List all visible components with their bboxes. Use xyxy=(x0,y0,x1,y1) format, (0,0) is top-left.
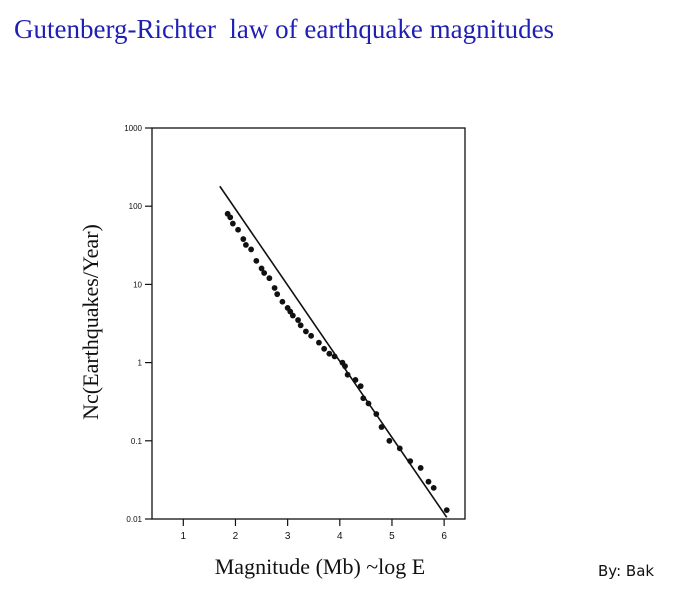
data-point xyxy=(274,291,281,298)
x-tick-label: 4 xyxy=(337,531,343,542)
data-point xyxy=(331,353,338,360)
data-point xyxy=(316,339,322,346)
y-tick-label: 100 xyxy=(129,202,143,211)
data-point xyxy=(425,478,432,485)
plot-border xyxy=(151,127,466,520)
y-axis-label: Nc(Earthquakes/Year) xyxy=(78,224,103,420)
x-tick-label: 2 xyxy=(233,531,239,542)
y-tick-label: 0.1 xyxy=(131,437,143,446)
data-point xyxy=(386,437,393,444)
y-axis-ticks: 0.01 0.1 1 10 100 1000 xyxy=(124,124,152,524)
data-points xyxy=(224,210,450,513)
x-axis-ticks: 1 2 3 4 5 6 xyxy=(181,519,447,542)
data-point xyxy=(279,298,286,305)
data-point xyxy=(229,220,236,227)
data-point xyxy=(289,312,296,319)
data-point xyxy=(396,445,403,452)
data-point xyxy=(365,400,372,407)
data-point xyxy=(430,484,437,491)
y-tick-label: 1 xyxy=(138,359,143,368)
data-point xyxy=(344,371,351,378)
credit-text: By: Bak xyxy=(598,562,655,580)
x-tick-label: 5 xyxy=(389,531,395,542)
data-point xyxy=(227,214,234,221)
data-point xyxy=(443,507,450,513)
x-tick-label: 6 xyxy=(441,531,447,542)
data-point xyxy=(235,226,241,233)
data-point xyxy=(407,458,414,465)
data-point xyxy=(258,265,265,272)
y-tick-label: 10 xyxy=(133,280,142,289)
y-tick-label: 1000 xyxy=(124,124,142,133)
data-point xyxy=(243,241,249,248)
data-point xyxy=(253,257,260,264)
x-tick-label: 3 xyxy=(285,531,291,542)
data-point xyxy=(360,395,367,402)
x-axis-label: Magnitude (Mb) ~log E xyxy=(215,554,425,579)
data-point xyxy=(342,363,348,370)
page-title: Gutenberg-Richter law of earthquake magn… xyxy=(14,14,555,44)
data-point xyxy=(297,322,304,329)
data-point xyxy=(378,424,385,430)
plot-frame xyxy=(151,127,466,520)
data-point xyxy=(271,285,278,291)
data-point xyxy=(308,332,315,339)
data-point xyxy=(295,317,301,323)
data-point xyxy=(321,345,328,352)
data-point xyxy=(357,383,364,390)
y-tick-label: 0.01 xyxy=(126,515,142,524)
fit-line xyxy=(219,185,448,518)
data-point xyxy=(326,350,333,357)
data-point xyxy=(417,465,424,471)
fit-line-group xyxy=(219,185,448,518)
data-point xyxy=(302,328,309,335)
data-point xyxy=(261,270,268,276)
data-point xyxy=(240,236,247,242)
data-point xyxy=(248,246,255,253)
data-point xyxy=(266,275,273,282)
x-tick-label: 1 xyxy=(181,531,187,542)
data-point xyxy=(352,377,359,383)
data-point xyxy=(373,411,380,417)
